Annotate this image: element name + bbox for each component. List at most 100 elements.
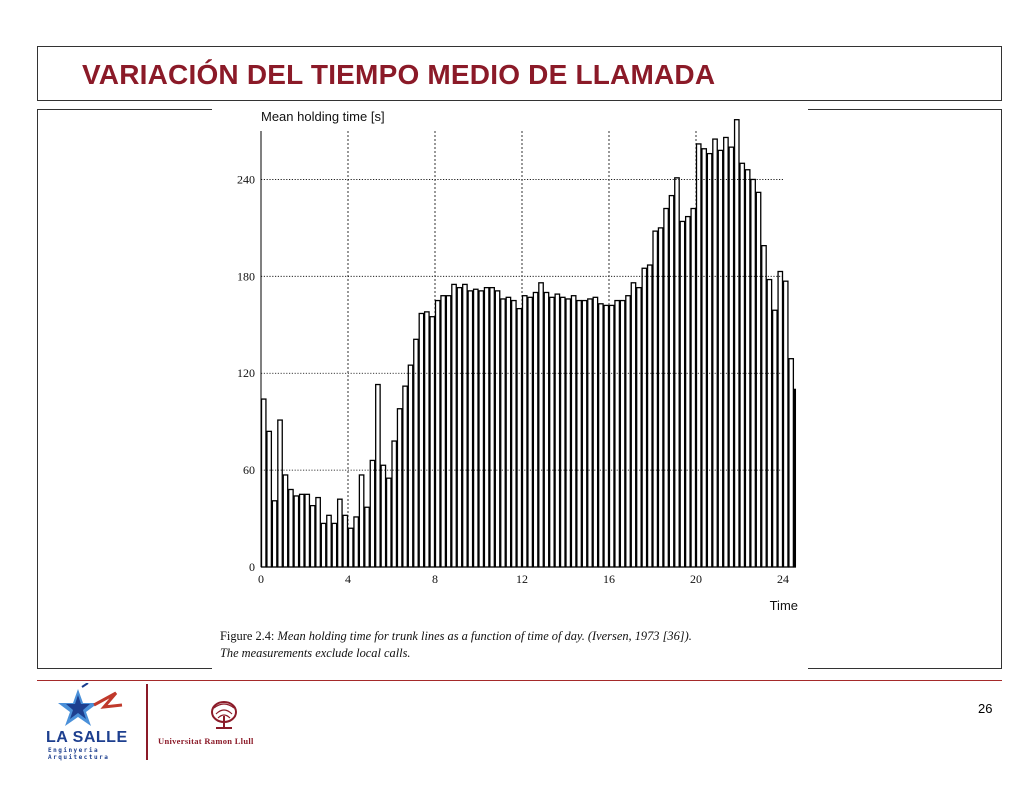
chart-bar	[587, 298, 593, 568]
chart-bar	[347, 527, 354, 568]
la-salle-name: LA SALLE	[46, 729, 128, 746]
chart-bar	[293, 495, 300, 568]
chart-bar	[793, 388, 797, 568]
chart-bar	[353, 516, 360, 568]
x-tick-label: 16	[603, 572, 615, 586]
la-salle-subtitle: Enginyeria Arquitectura	[48, 747, 109, 761]
chart-bar	[543, 291, 550, 568]
chart-bar	[717, 149, 724, 568]
chart-bar	[489, 286, 495, 568]
chart-bar	[538, 282, 544, 568]
chart-bar	[674, 177, 680, 568]
chart-bar	[429, 316, 436, 568]
y-axis-label: Mean holding time [s]	[261, 109, 385, 124]
chart-bar	[782, 280, 789, 568]
chart-bar	[521, 295, 528, 568]
chart-bar	[690, 207, 697, 568]
chart-bar	[728, 146, 735, 568]
y-tick-label: 240	[237, 172, 255, 186]
chart-bar	[630, 282, 637, 568]
chart-bar	[516, 307, 523, 568]
caption-text: Mean holding time for trunk lines as a f…	[277, 629, 692, 643]
chart-bar	[679, 220, 686, 568]
chart-bar	[445, 295, 452, 568]
figure-caption: Figure 2.4: Mean holding time for trunk …	[220, 628, 810, 662]
x-tick-label: 0	[258, 572, 264, 586]
chart-bar	[260, 398, 267, 568]
chart-bar	[636, 286, 642, 568]
chart-bar	[342, 514, 349, 568]
chart-bar	[385, 477, 392, 568]
y-tick-label: 180	[237, 269, 255, 283]
chart-bar	[788, 358, 795, 568]
chart-bar	[559, 296, 566, 568]
title-box: VARIACIÓN DEL TIEMPO MEDIO DE LLAMADA	[37, 46, 1002, 101]
chart-bar	[668, 194, 675, 568]
chart-bar	[282, 474, 289, 568]
chart-bar	[271, 500, 278, 568]
chart-bar	[619, 299, 626, 568]
chart-bar	[733, 119, 740, 568]
chart-bar	[472, 288, 479, 568]
chart-bar	[369, 459, 376, 568]
figure: Mean holding time [s] Time 0 60 120 180 240 0…	[212, 101, 808, 677]
chart-bar	[701, 148, 708, 568]
chart-bar	[309, 504, 316, 568]
chart-bar	[657, 227, 664, 568]
x-tick-label: 12	[516, 572, 528, 586]
x-tick-label: 24	[777, 572, 789, 586]
chart-bar	[315, 496, 321, 568]
chart-bar	[510, 299, 517, 568]
chart-bar	[652, 230, 659, 568]
chart-bar	[706, 152, 713, 568]
y-tick-label: 60	[243, 463, 255, 477]
la-salle-sub1: Enginyeria	[48, 747, 100, 754]
logo-divider	[146, 684, 148, 760]
chart-bar	[478, 290, 485, 568]
chart-bar	[532, 291, 539, 568]
chart-bar	[625, 295, 631, 568]
chart-bar	[570, 295, 577, 568]
chart-bar	[755, 191, 762, 568]
chart-bar	[641, 267, 648, 568]
chart-bar	[608, 304, 615, 568]
y-tick-label: 0	[249, 560, 255, 574]
chart-bar	[549, 296, 555, 568]
y-tick-label: 120	[237, 366, 255, 380]
chart-bar	[771, 309, 778, 568]
chart-bar	[695, 143, 702, 568]
chart-bar	[396, 408, 403, 568]
la-salle-sub2: Arquitectura	[48, 754, 110, 761]
chart-bar	[565, 298, 572, 568]
slide-title: VARIACIÓN DEL TIEMPO MEDIO DE LLAMADA	[82, 59, 716, 90]
chart-bar	[440, 295, 447, 568]
chart-bar	[766, 278, 773, 568]
chart-bar	[723, 136, 729, 568]
chart-bar	[494, 290, 501, 568]
chart-bar	[505, 296, 512, 568]
chart-bar	[358, 474, 365, 568]
caption-line2: The measurements exclude local calls.	[220, 646, 411, 660]
chart-bar	[407, 364, 414, 568]
chart-bar	[402, 385, 408, 568]
chart-bar	[576, 299, 582, 568]
chart-bar	[527, 296, 534, 568]
chart-bar	[581, 299, 588, 568]
chart-bar	[336, 498, 343, 568]
page-number: 26	[978, 701, 993, 716]
university-name: Universitat Ramon Llull	[158, 736, 254, 746]
tree-icon	[211, 701, 237, 729]
chart-bar	[744, 169, 751, 568]
chart-bar	[434, 299, 441, 568]
chart-bar	[462, 283, 468, 568]
chart-bar	[266, 430, 273, 568]
chart-bar	[603, 304, 610, 568]
chart-bar	[456, 286, 463, 568]
chart-bar	[418, 312, 425, 568]
chart-bar	[288, 488, 294, 568]
chart-bar	[277, 419, 283, 568]
chart-bar	[663, 207, 669, 568]
x-axis-label: Time	[770, 598, 798, 613]
star-icon	[58, 682, 123, 726]
chart-bar	[739, 162, 746, 568]
